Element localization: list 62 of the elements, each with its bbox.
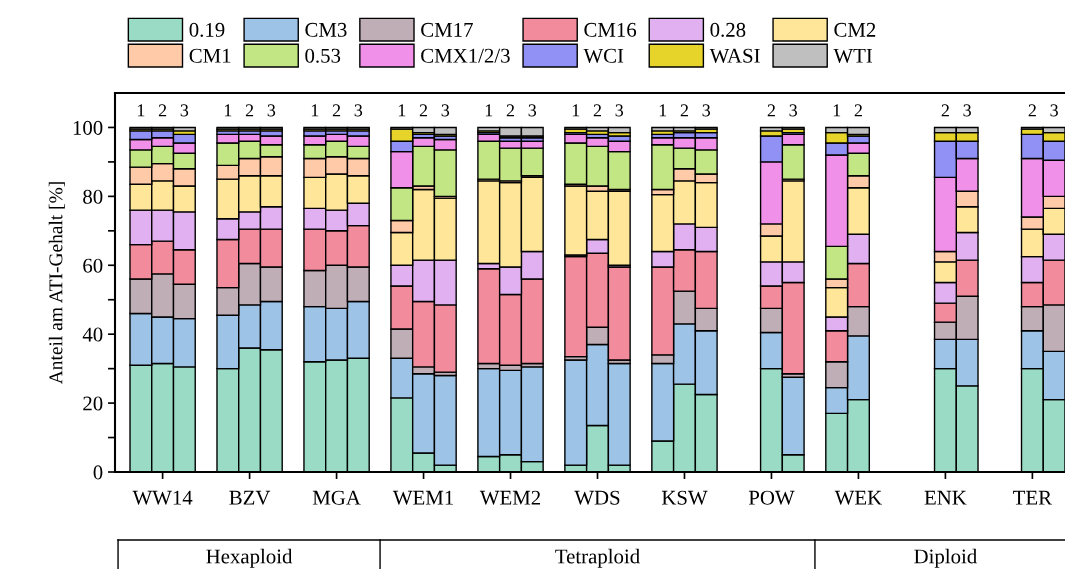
x-tick-label: 2 xyxy=(245,104,254,117)
legend-label: 0.19 xyxy=(189,22,225,37)
x-tick-label: 2 xyxy=(593,104,602,117)
y-axis-title: Anteil am ATI-Gehalt [%] xyxy=(48,182,65,385)
y-tick-label: 20 xyxy=(83,396,103,411)
legend-label: CM2 xyxy=(834,22,876,37)
legend-label: WTI xyxy=(833,48,873,63)
text: WEM2 xyxy=(479,490,541,505)
y-tick-label: 40 xyxy=(82,327,103,342)
x-tick-label: 3 xyxy=(615,104,624,117)
x-tick-label: 2 xyxy=(680,104,688,117)
x-tick-label: 2 xyxy=(1028,104,1036,117)
x-tick-label: 1 xyxy=(572,104,580,117)
x-tick-label: 2 xyxy=(854,104,862,117)
text: ENK xyxy=(924,490,967,505)
text: POW xyxy=(748,490,795,505)
x-tick-label: 3 xyxy=(354,104,363,117)
legend-label: CM17 xyxy=(421,22,473,37)
x-tick-label: 1 xyxy=(311,104,319,117)
x-tick-label: 2 xyxy=(332,104,341,117)
x-tick-label: 3 xyxy=(702,104,711,117)
legend-label: WCI xyxy=(583,48,624,63)
text: WDS xyxy=(574,490,620,505)
x-tick-label: 3 xyxy=(1050,104,1058,117)
x-tick-label: 2 xyxy=(941,104,949,117)
legend-label: CM1 xyxy=(189,48,231,63)
x-tick-label: 1 xyxy=(659,104,667,117)
y-tick-label: 0 xyxy=(93,465,103,480)
text: Tetraploid xyxy=(555,548,640,568)
x-tick-label: 3 xyxy=(528,104,537,117)
text: Hexaploid xyxy=(206,548,293,568)
text: WEK xyxy=(834,490,882,505)
x-tick-label: 1 xyxy=(224,104,232,117)
x-tick-label: 2 xyxy=(419,104,428,117)
x-tick-label: 3 xyxy=(180,104,189,117)
text: WW14 xyxy=(132,490,193,505)
text: BZV xyxy=(229,490,271,505)
y-tick-label: 60 xyxy=(83,258,103,273)
x-tick-label: 1 xyxy=(137,104,145,117)
text: MGA xyxy=(312,490,361,505)
legend-label: 0.28 xyxy=(710,22,746,37)
x-tick-label: 3 xyxy=(963,104,971,117)
text: WEM1 xyxy=(392,490,453,505)
x-tick-label: 3 xyxy=(789,104,798,117)
legend-label: CM3 xyxy=(305,22,347,37)
x-tick-label: 3 xyxy=(267,104,276,117)
x-tick-label: 2 xyxy=(506,104,515,117)
text: TER xyxy=(1013,490,1053,505)
legend-label: CMX1/2/3 xyxy=(421,48,510,63)
x-tick-label: 2 xyxy=(767,104,775,117)
x-tick-label: 1 xyxy=(485,104,493,117)
legend-label: WASI xyxy=(709,48,760,63)
x-tick-label: 1 xyxy=(398,104,406,117)
text: Diploid xyxy=(914,548,977,568)
x-tick-label: 1 xyxy=(833,104,841,117)
legend-label: 0.53 xyxy=(305,48,341,63)
y-tick-label: 100 xyxy=(73,120,103,135)
x-tick-label: 3 xyxy=(441,104,450,117)
legend-label: CM16 xyxy=(584,22,637,37)
x-tick-label: 2 xyxy=(158,104,167,117)
y-tick-label: 80 xyxy=(83,189,103,204)
text: KSW xyxy=(661,490,708,505)
